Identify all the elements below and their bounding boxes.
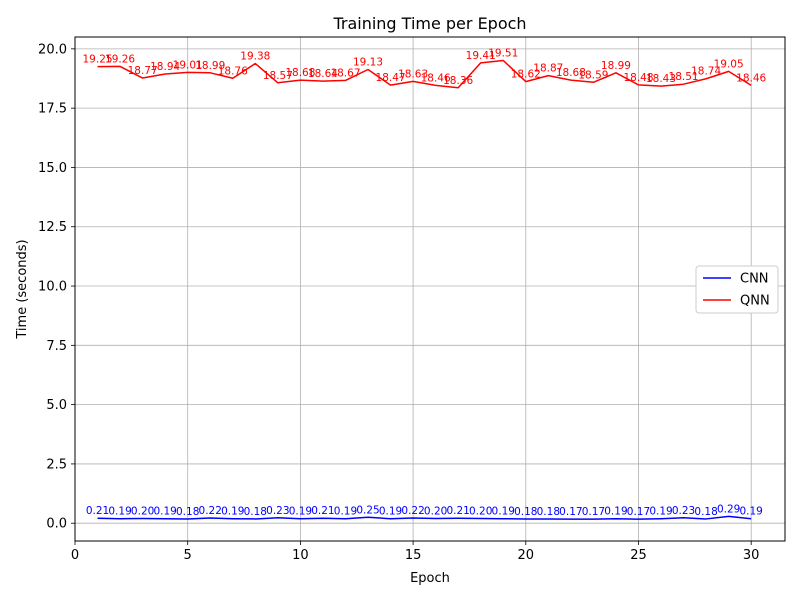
x-tick-label: 5 <box>184 548 192 563</box>
data-label-cnn: 0.19 <box>334 506 357 518</box>
data-label-cnn: 0.19 <box>604 506 627 518</box>
data-label-qnn: 19.13 <box>353 56 383 68</box>
data-label-cnn: 0.19 <box>153 506 176 518</box>
plot-frame <box>74 36 786 542</box>
y-tick-label: 0.0 <box>46 517 67 532</box>
data-label-qnn: 18.48 <box>623 72 653 84</box>
data-label-cnn: 0.21 <box>311 505 334 517</box>
data-label-cnn: 0.18 <box>537 506 560 518</box>
data-label-cnn: 0.25 <box>356 504 379 516</box>
data-label-cnn: 0.19 <box>379 506 402 518</box>
data-label-qnn: 18.77 <box>128 65 158 77</box>
data-label-qnn: 18.99 <box>601 60 631 72</box>
series-line-qnn <box>97 59 752 89</box>
data-label-qnn: 18.46 <box>421 72 451 84</box>
data-label-cnn: 0.23 <box>672 505 695 517</box>
data-label-qnn: 18.62 <box>511 69 541 81</box>
data-label-cnn: 0.17 <box>582 506 605 518</box>
data-label-cnn: 0.21 <box>86 505 109 517</box>
data-label-cnn: 0.19 <box>108 506 131 518</box>
y-tick-label: 10.0 <box>38 280 67 295</box>
data-label-qnn: 18.59 <box>578 69 608 81</box>
y-tick-label: 7.5 <box>46 339 67 354</box>
data-label-qnn: 18.67 <box>330 67 360 79</box>
y-tick-label: 2.5 <box>46 457 67 472</box>
data-label-cnn: 0.18 <box>244 506 267 518</box>
data-label-cnn: 0.20 <box>424 505 447 517</box>
data-label-cnn: 0.29 <box>717 503 740 515</box>
data-label-cnn: 0.21 <box>446 505 469 517</box>
data-label-cnn: 0.17 <box>627 506 650 518</box>
y-tick-label: 17.5 <box>38 102 67 117</box>
data-label-qnn: 18.57 <box>263 70 293 82</box>
data-label-qnn: 18.51 <box>669 71 699 83</box>
data-label-cnn: 0.18 <box>514 506 537 518</box>
data-label-cnn: 0.18 <box>694 506 717 518</box>
data-label-cnn: 0.23 <box>266 505 289 517</box>
data-label-qnn: 18.99 <box>195 60 225 72</box>
data-label-qnn: 18.76 <box>218 65 248 77</box>
data-label-cnn: 0.18 <box>176 506 199 518</box>
chart-title: Training Time per Epoch <box>332 14 526 33</box>
y-tick-label: 5.0 <box>46 398 67 413</box>
data-label-cnn: 0.22 <box>199 505 222 517</box>
data-label-cnn: 0.19 <box>289 506 312 518</box>
data-label-qnn: 18.64 <box>308 68 338 80</box>
series-lines <box>97 59 752 520</box>
data-label-qnn: 19.05 <box>714 58 744 70</box>
data-label-cnn: 0.19 <box>649 506 672 518</box>
data-label-qnn: 18.47 <box>376 72 406 84</box>
data-label-qnn: 18.68 <box>556 67 586 79</box>
data-label-qnn: 18.46 <box>736 72 766 84</box>
data-label-qnn: 18.43 <box>646 73 676 85</box>
data-label-qnn: 18.36 <box>443 75 473 87</box>
data-label-qnn: 18.68 <box>285 67 315 79</box>
data-label-qnn: 19.01 <box>173 59 203 71</box>
legend-label-qnn: QNN <box>740 294 770 309</box>
data-label-qnn: 19.25 <box>83 54 113 66</box>
data-label-cnn: 0.20 <box>469 505 492 517</box>
data-label-cnn: 0.19 <box>492 506 515 518</box>
y-tick-label: 12.5 <box>38 220 67 235</box>
x-tick-label: 0 <box>71 548 79 563</box>
x-tick-label: 25 <box>630 548 647 563</box>
data-label-cnn: 0.19 <box>221 506 244 518</box>
data-label-qnn: 19.41 <box>466 50 496 62</box>
data-label-qnn: 18.74 <box>691 66 721 78</box>
axes: 0 5 10 15 20 25 30 0.0 2.5 5.0 7.5 10.0 12.5 15.0 17.5… <box>38 42 759 563</box>
data-label-qnn: 18.63 <box>398 68 428 80</box>
y-tick-label: 15.0 <box>38 161 67 176</box>
x-tick-label: 15 <box>405 548 422 563</box>
x-tick-label: 30 <box>743 548 760 563</box>
x-tick-label: 20 <box>518 548 535 563</box>
y-tick-label: 20.0 <box>38 42 67 57</box>
x-axis-title: Epoch <box>410 571 450 586</box>
y-axis-title: Time (seconds) <box>15 239 30 339</box>
data-label-qnn: 19.26 <box>105 53 135 65</box>
data-label-qnn: 19.38 <box>240 51 270 63</box>
series-line-cnn <box>97 515 752 520</box>
data-label-cnn: 0.19 <box>739 506 762 518</box>
data-labels: 0.21 0.19 0.20 0.19 0.18 0.22 0.19 0.18 0.23 0.19… <box>83 47 767 518</box>
grid <box>74 37 785 541</box>
legend-label-cnn: CNN <box>740 272 769 287</box>
data-label-qnn: 19.51 <box>488 47 518 59</box>
legend: CNN QNN <box>695 265 779 314</box>
data-label-cnn: 0.20 <box>131 505 154 517</box>
data-label-cnn: 0.17 <box>559 506 582 518</box>
data-label-cnn: 0.22 <box>401 505 424 517</box>
data-label-qnn: 18.87 <box>533 63 563 75</box>
x-tick-label: 10 <box>292 548 309 563</box>
data-label-qnn: 18.94 <box>150 61 180 73</box>
